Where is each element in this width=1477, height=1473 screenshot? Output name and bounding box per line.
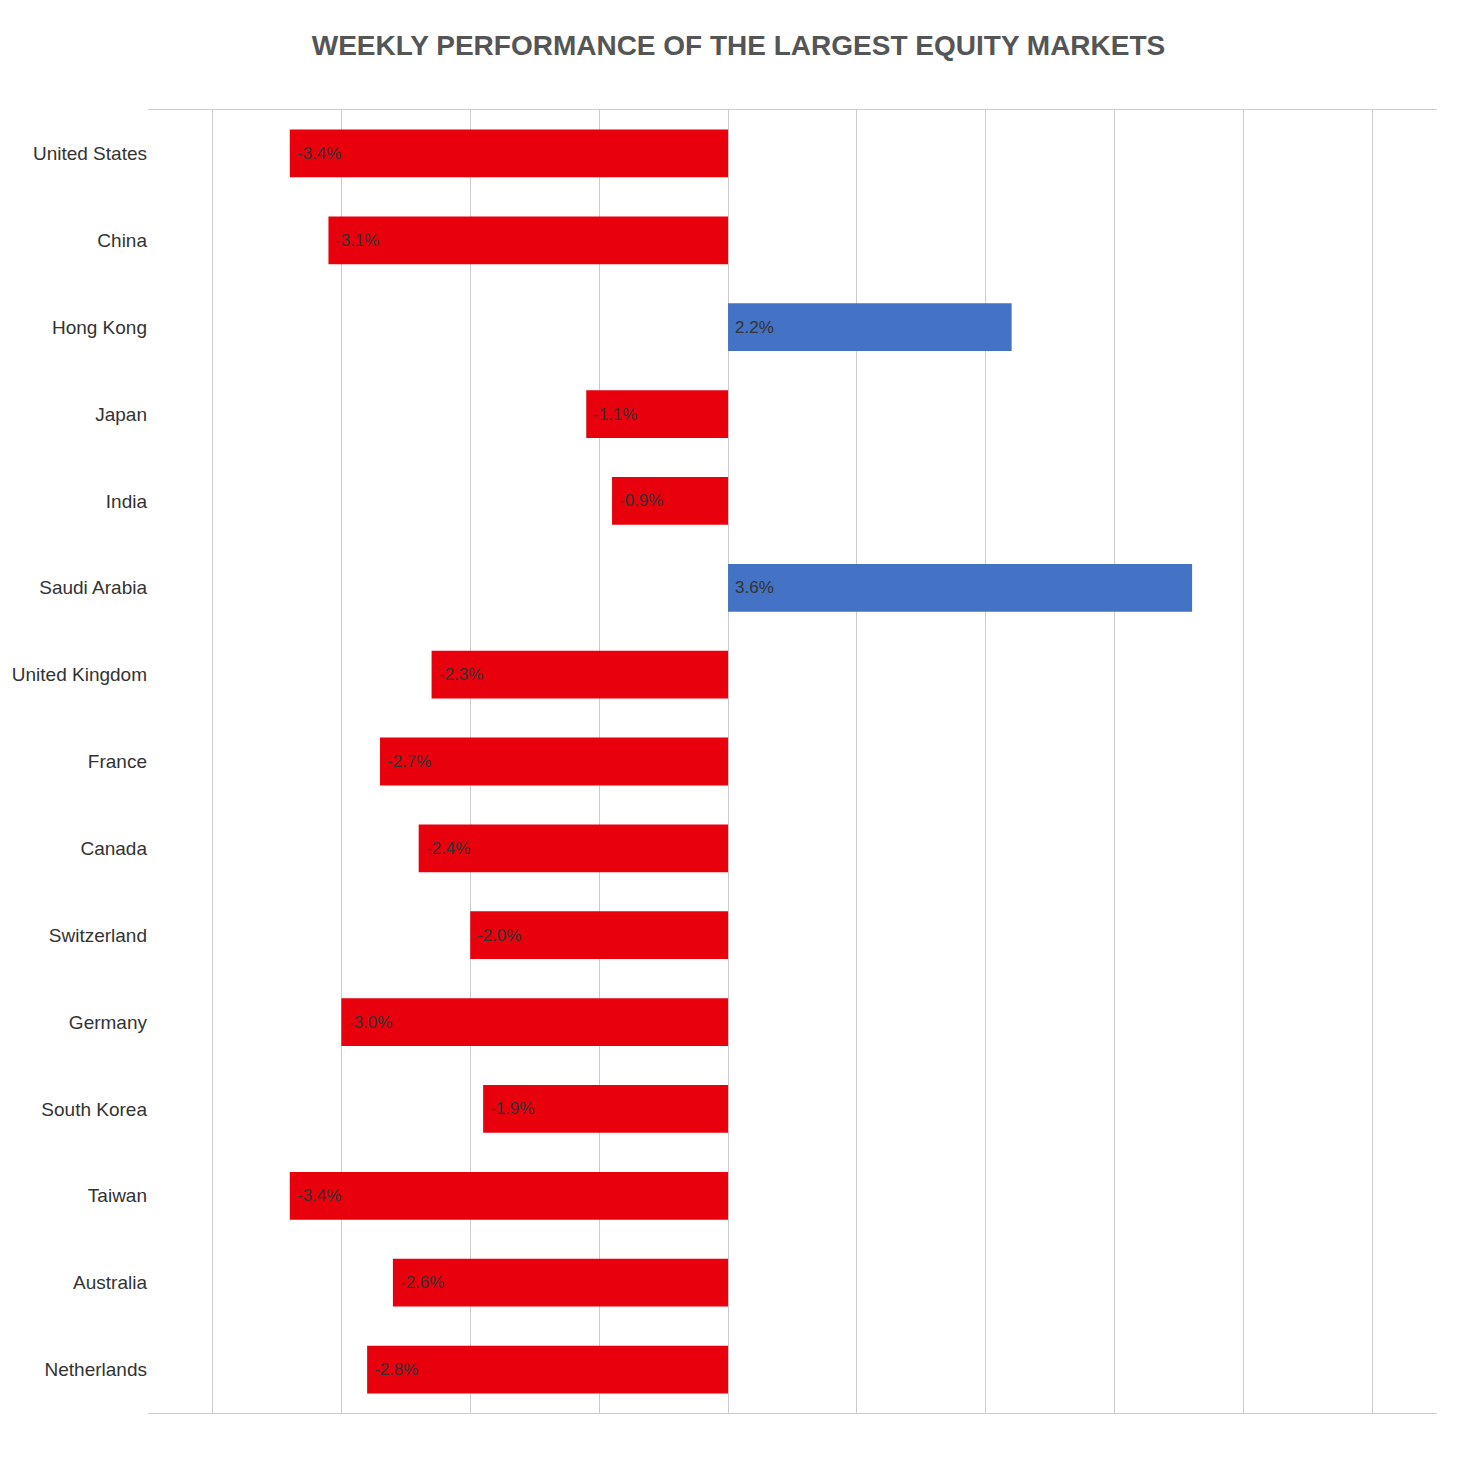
- svg-text:-3.0%: -3.0%: [348, 1013, 392, 1032]
- svg-text:Canada: Canada: [80, 838, 147, 859]
- svg-text:Taiwan: Taiwan: [88, 1185, 147, 1206]
- svg-text:United Kingdom: United Kingdom: [12, 664, 147, 685]
- svg-text:South Korea: South Korea: [41, 1099, 147, 1120]
- svg-text:United States: United States: [33, 143, 147, 164]
- svg-text:-3.4%: -3.4%: [297, 144, 341, 163]
- svg-text:Switzerland: Switzerland: [49, 925, 147, 946]
- svg-text:India: India: [106, 491, 148, 512]
- svg-text:-1.9%: -1.9%: [490, 1099, 534, 1118]
- svg-text:-2.6%: -2.6%: [400, 1273, 444, 1292]
- svg-text:-2.0%: -2.0%: [477, 926, 521, 945]
- svg-text:France: France: [88, 751, 147, 772]
- svg-text:-3.4%: -3.4%: [297, 1186, 341, 1205]
- svg-text:-0.9%: -0.9%: [619, 491, 663, 510]
- svg-text:Saudi Arabia: Saudi Arabia: [39, 577, 147, 598]
- svg-text:3.6%: 3.6%: [735, 578, 774, 597]
- svg-text:Australia: Australia: [73, 1272, 147, 1293]
- svg-text:WEEKLY PERFORMANCE OF THE LARG: WEEKLY PERFORMANCE OF THE LARGEST EQUITY…: [312, 30, 1166, 61]
- svg-text:-1.1%: -1.1%: [593, 405, 637, 424]
- svg-text:Hong Kong: Hong Kong: [52, 317, 147, 338]
- svg-text:China: China: [97, 230, 147, 251]
- svg-text:Japan: Japan: [95, 404, 147, 425]
- svg-text:2.2%: 2.2%: [735, 318, 774, 337]
- svg-text:-2.4%: -2.4%: [426, 839, 470, 858]
- svg-text:Netherlands: Netherlands: [45, 1359, 147, 1380]
- svg-text:-2.3%: -2.3%: [439, 665, 483, 684]
- svg-text:-2.7%: -2.7%: [387, 752, 431, 771]
- svg-text:-2.8%: -2.8%: [374, 1360, 418, 1379]
- svg-text:-3.1%: -3.1%: [335, 231, 379, 250]
- svg-text:Germany: Germany: [69, 1012, 148, 1033]
